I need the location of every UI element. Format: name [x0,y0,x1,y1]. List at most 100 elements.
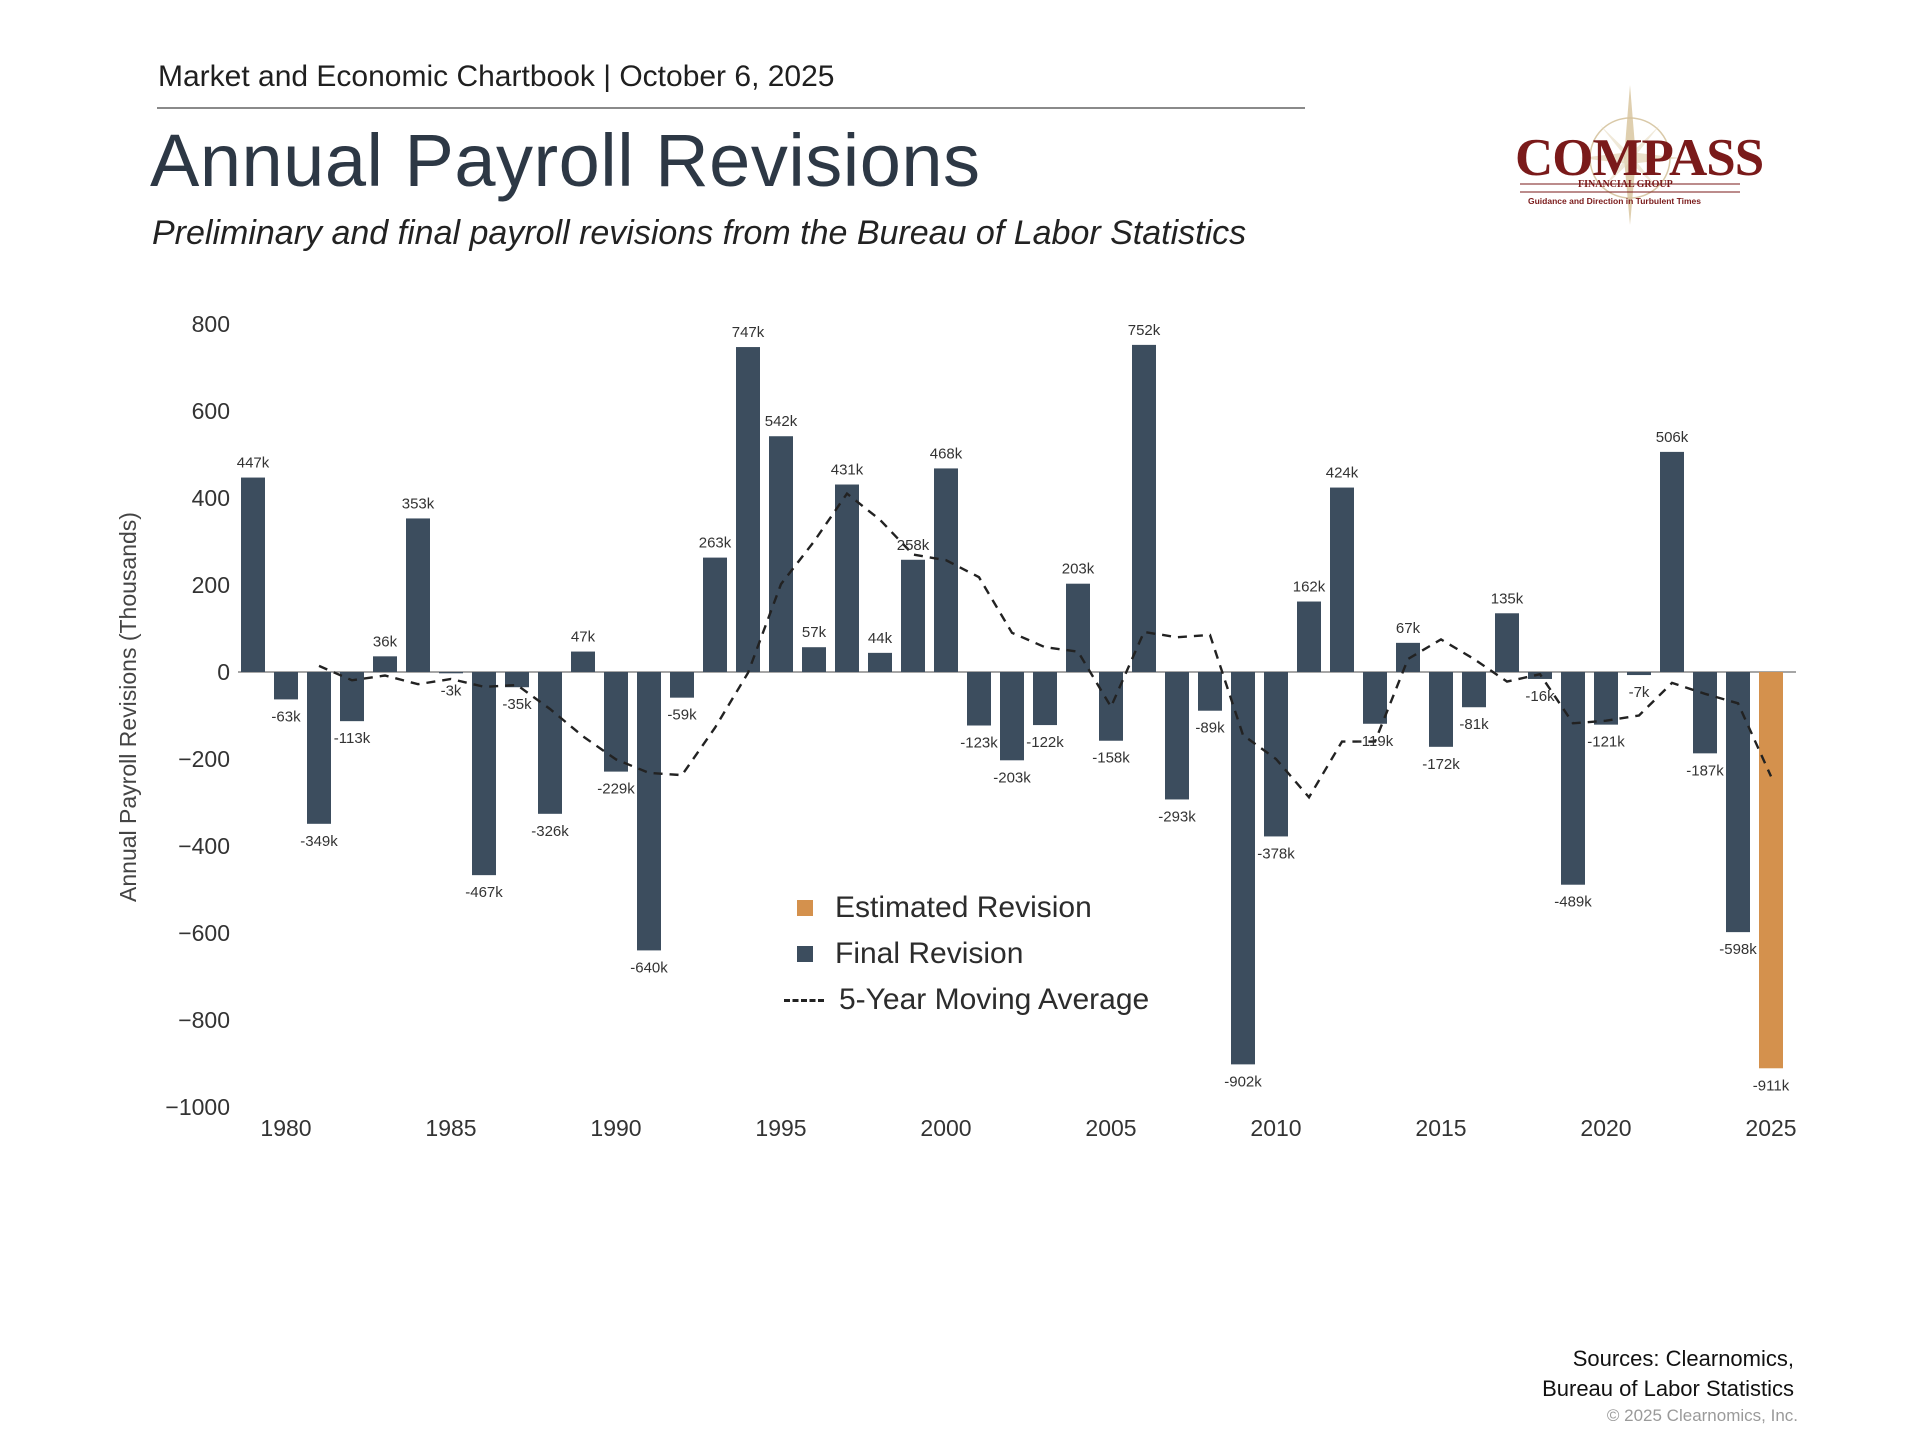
final-revision-bar [1297,601,1321,672]
final-revision-bar [604,672,628,772]
final-revision-bar [967,672,991,726]
bar-data-label: 36k [373,633,398,650]
final-revision-bar [373,656,397,672]
y-tick-label: 600 [192,398,230,424]
bar-data-label: -123k [960,735,998,752]
final-revision-bar [1660,451,1684,672]
moving-average-swatch [784,998,824,1002]
chart-legend: Estimated Revision Final Revision 5-Year… [780,885,1149,1023]
sources-line-2: Bureau of Labor Statistics [1542,1376,1794,1401]
final-revision-bar [1330,487,1354,672]
final-revision-bar [901,559,925,672]
x-tick-label: 2020 [1580,1115,1631,1141]
copyright-note: © 2025 Clearnomics, Inc. [1606,1406,1798,1425]
bar-data-label: -203k [993,769,1031,786]
final-revision-bar [472,672,496,876]
bar-data-label: -293k [1158,808,1196,825]
x-tick-label: 1990 [590,1115,641,1141]
logo-subtitle: FINANCIAL GROUP [1578,179,1673,190]
final-revision-bar [538,672,562,814]
bar-data-label: 263k [699,535,732,552]
y-tick-label: −200 [178,746,230,772]
bar-data-label: 203k [1062,561,1095,578]
legend-label-estimated: Estimated Revision [835,891,1092,924]
final-revision-bar [637,672,661,951]
legend-item-estimated: Estimated Revision [780,885,1149,931]
bar-data-label: 431k [831,462,864,479]
bar-data-label: 424k [1326,465,1359,482]
y-tick-label: −400 [178,833,230,859]
final-revision-bar [736,347,760,672]
y-tick-label: −1000 [165,1094,230,1120]
x-tick-label: 1995 [755,1115,806,1141]
bar-data-label: 47k [571,629,596,646]
bar-data-label: 162k [1293,579,1326,596]
final-revision-bar [1099,672,1123,741]
legend-label-moving-average: 5-Year Moving Average [839,983,1150,1016]
bar-data-label: -35k [502,696,532,713]
final-revision-bar [439,672,463,674]
y-axis-label: Annual Payroll Revisions (Thousands) [115,512,141,902]
x-tick-label: 1980 [260,1115,311,1141]
final-revision-bar [1165,672,1189,800]
final-revision-bar [1693,672,1717,754]
final-revision-bar [868,652,892,672]
bar-data-label: -489k [1554,894,1592,911]
final-revision-bar [571,651,595,672]
logo-wordmark: COMPASS [1515,129,1764,187]
final-revision-bar [769,436,793,672]
bar-data-label: -122k [1026,734,1064,751]
bar-data-label: -349k [300,833,338,850]
final-revision-bar [670,672,694,698]
x-tick-label: 2005 [1085,1115,1136,1141]
final-revision-bar [1066,583,1090,672]
y-tick-label: −800 [178,1007,230,1033]
bar-data-label: -598k [1719,941,1757,958]
final-revision-bar [1231,672,1255,1065]
legend-item-final: Final Revision [780,931,1149,977]
bar-data-label: -902k [1224,1073,1262,1090]
legend-item-moving-average: 5-Year Moving Average [780,977,1149,1023]
bar-data-label: -63k [271,708,301,725]
final-revision-bar [406,518,430,672]
final-revision-bar [802,647,826,672]
line-layer [318,491,1773,800]
bar-data-label: -121k [1587,734,1625,751]
y-tick-label: 800 [192,311,230,337]
compass-logo: COMPASS FINANCIAL GROUP Guidance and Dir… [1500,80,1764,230]
bar-data-label: 57k [802,624,827,641]
bar-data-label: 353k [402,495,435,512]
final-revision-bar [1495,613,1519,672]
final-revision-bar [703,557,727,672]
x-tick-label: 1985 [425,1115,476,1141]
bar-data-label: 747k [732,324,765,341]
bar-data-label: -59k [667,707,697,724]
bar-data-label: -113k [334,730,371,747]
final-revision-bar [1726,672,1750,933]
bar-data-label: 506k [1656,429,1689,446]
final-revision-bar [835,484,859,672]
x-tick-label: 2000 [920,1115,971,1141]
compass-rose-icon [1520,85,1740,225]
estimated-revision-bar [1759,672,1783,1069]
page-subtitle: Preliminary and final payroll revisions … [152,214,1247,252]
final-revision-bar [1198,672,1222,711]
final-revision-bar [241,477,265,672]
header-divider [157,107,1305,109]
bar-data-label: -326k [531,823,569,840]
moving-average-line [318,491,1773,800]
x-tick-label: 2015 [1415,1115,1466,1141]
bar-data-label: -229k [597,781,635,798]
bar-data-label: 67k [1396,620,1421,637]
x-tick-label: 2025 [1745,1115,1796,1141]
bar-layer [241,344,1783,1069]
bar-data-label: -911k [1753,1077,1790,1094]
sources-line-1: Sources: Clearnomics, [1572,1346,1794,1371]
final-revision-bar [1132,344,1156,672]
bar-data-label: 468k [930,445,963,462]
bar-data-label: -378k [1257,845,1295,862]
bar-data-label: -640k [630,959,668,976]
bar-data-label: 44k [868,630,893,647]
final-revision-bar [1033,672,1057,726]
final-revision-bar [1000,672,1024,761]
